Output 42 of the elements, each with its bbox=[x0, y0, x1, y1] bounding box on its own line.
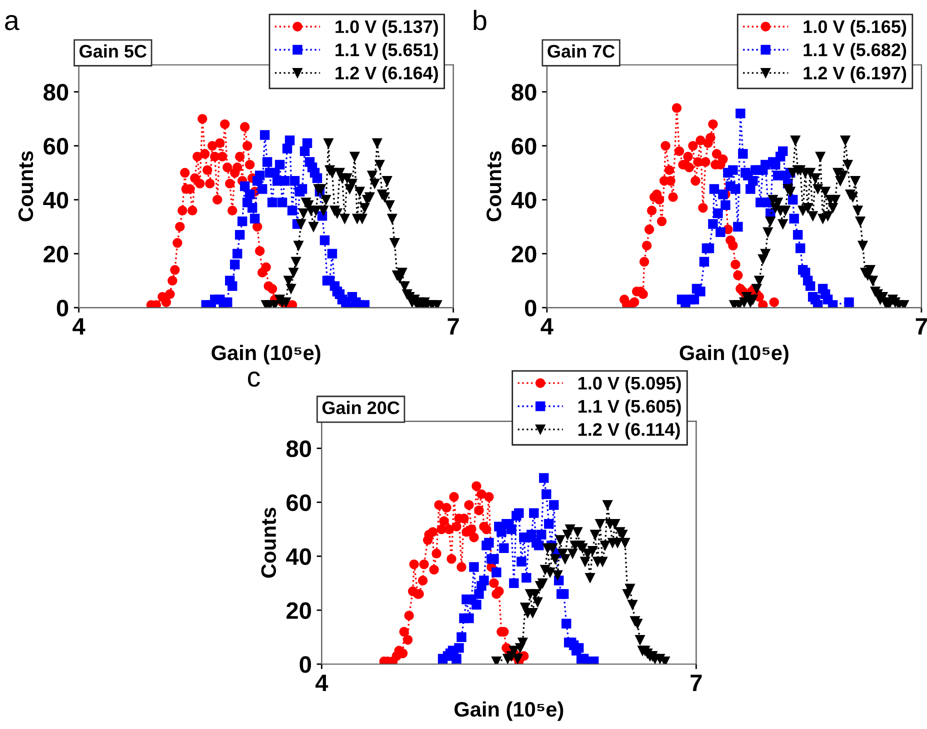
y-tick-label: 60 bbox=[286, 494, 311, 512]
y-tick-label: 60 bbox=[44, 138, 68, 155]
y-tick-label: 40 bbox=[511, 192, 536, 209]
x-axis-title: Gain (10⁵e) bbox=[454, 701, 564, 721]
text: b bbox=[474, 10, 486, 30]
chart-title: Gain 20C bbox=[322, 400, 400, 414]
y-tick-label: 80 bbox=[512, 84, 536, 101]
legend-label: 1.2 V (6.164) bbox=[336, 66, 438, 83]
y-tick-label: 20 bbox=[286, 602, 311, 619]
legend-label: 1.2 V (6.114) bbox=[578, 422, 680, 440]
x-tick-label: 4 bbox=[540, 318, 554, 334]
y-axis-title: Counts bbox=[486, 151, 502, 222]
x-tick-label: 4 bbox=[315, 674, 328, 691]
x-axis-title: Gain (10⁵e) bbox=[680, 344, 788, 364]
y-tick-label: 80 bbox=[286, 440, 311, 458]
y-tick-label: 20 bbox=[512, 246, 536, 262]
legend-label: 1.1 V (5.605) bbox=[578, 399, 681, 416]
y-tick-label: 0 bbox=[56, 300, 68, 316]
legend-label: 1.1 V (5.651) bbox=[336, 43, 438, 60]
legend-label: 1.1 V (5.682) bbox=[804, 43, 906, 60]
chart-title: Gain 7C bbox=[548, 44, 615, 58]
text: c bbox=[248, 372, 260, 387]
legend-label: 1.0 V (5.165) bbox=[804, 20, 906, 37]
y-tick-label: 40 bbox=[286, 548, 311, 566]
chart-title: Gain 5C bbox=[80, 44, 147, 58]
x-tick-label: 7 bbox=[448, 318, 459, 334]
legend-label: 1.0 V (5.095) bbox=[578, 376, 681, 394]
x-tick-label: 7 bbox=[690, 674, 702, 691]
text: a bbox=[5, 15, 20, 30]
y-tick-label: 20 bbox=[44, 246, 68, 262]
legend-label: 1.2 V (6.197) bbox=[804, 66, 906, 83]
y-tick-label: 60 bbox=[512, 138, 536, 155]
x-tick-label: 4 bbox=[72, 318, 86, 334]
y-tick-label: 0 bbox=[300, 656, 311, 673]
x-tick-label: 7 bbox=[916, 318, 927, 334]
y-tick-label: 40 bbox=[43, 192, 68, 209]
y-tick-label: 0 bbox=[525, 300, 536, 316]
y-tick-label: 80 bbox=[44, 84, 68, 101]
legend-label: 1.0 V (5.137) bbox=[336, 20, 438, 37]
x-axis-title: Gain (10⁵e) bbox=[212, 344, 320, 364]
y-axis-title: Counts bbox=[18, 151, 34, 222]
y-axis-title: Counts bbox=[261, 508, 276, 578]
